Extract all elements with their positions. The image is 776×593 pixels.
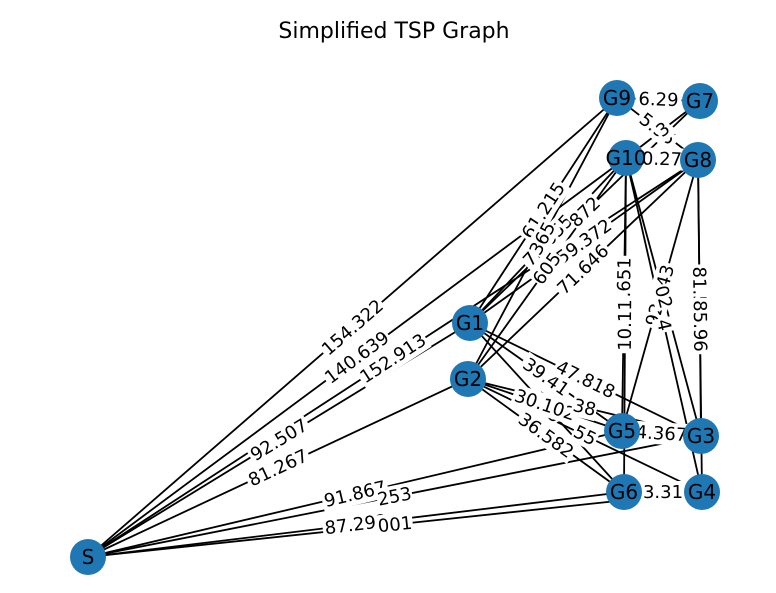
edge-weight-label: 4.367 [635,422,688,446]
edge-weight-label: 001 [377,513,413,538]
node-g1: G1 [452,305,488,341]
node-label: G9 [603,86,631,110]
edge-label-background [569,393,600,422]
edge-label-group: 3.31 [640,481,686,503]
edge-weight-label: 10.11 [615,299,636,351]
edge-weight-label: 6.29 [638,89,679,111]
edge-label-background [550,354,621,405]
chart-title: Simplified TSP Graph [278,19,509,44]
node-circle [608,140,644,176]
node-circle [70,539,106,575]
edge-label-background [613,296,637,354]
edge-label-background [651,315,677,335]
edge-label-group: 6.29 [635,87,682,112]
edge-label-group: 4 [651,315,677,335]
edge-label-group: 001 [376,511,414,538]
edge-label-background [649,282,678,312]
edge-label-background [632,420,691,447]
edge-weight-label: 85.96 [689,300,711,352]
node-s: S [70,539,106,575]
node-label: G3 [687,424,715,448]
edge-label-background [650,116,676,143]
edge-label-background [551,238,615,301]
edge-label-background [568,420,602,451]
node-label: G1 [456,311,484,335]
edge-label-background [316,293,389,362]
nodes-layer: S G1 G2 G3 G4 G5 G6 G7 G8 G9 G10 [70,80,720,575]
node-label: G4 [688,480,716,504]
edge-label-background [354,328,432,389]
node-g5: G5 [604,413,640,449]
node-g6: G6 [606,474,642,510]
node-g10: G10 [606,140,647,176]
edge-label-background [512,406,580,465]
edge-label-background [374,482,415,511]
node-label: S [82,545,95,569]
edge-label-background [635,87,682,112]
edge-label-background [640,481,686,503]
node-g8: G8 [680,142,716,178]
edge-weight-label: 4 [652,317,675,333]
edge-label-background [516,351,576,403]
edge-label-background [638,147,686,171]
node-g4: G4 [684,474,720,510]
node-g2: G2 [450,361,486,397]
edge-label-background [524,217,561,260]
node-circle [450,361,486,397]
edge-weight-label: 3.31 [643,482,683,503]
edge-label-background [527,247,567,290]
edge-label-background [319,475,391,513]
node-g3: G3 [683,418,719,454]
edge-label-group: 10.11 [613,296,637,354]
node-circle [682,83,718,119]
edge-label-background [515,176,572,245]
node-label: G5 [608,419,636,443]
edge-label-background [242,443,314,493]
node-circle [606,474,642,510]
edge-label-background [550,213,618,270]
node-label: G10 [606,146,647,170]
edge-label-group: 0.27 [638,147,686,171]
edge-label-background [321,509,391,540]
node-g7: G7 [682,83,718,119]
edge-label-background [509,383,581,427]
edge-label-background [688,297,712,355]
node-circle [599,80,635,116]
edge-label-background [319,325,395,390]
node-circle [452,305,488,341]
node-circle [680,142,716,178]
edge-label-group: 85.96 [688,297,712,355]
node-label: G8 [684,148,712,172]
edge-label-background [376,511,414,538]
node-label: G2 [454,367,482,391]
node-g9: G9 [599,80,635,116]
node-circle [684,474,720,510]
edge-label-group: 4.367 [632,420,691,447]
node-circle [604,413,640,449]
node-label: G6 [610,480,638,504]
node-label: G7 [686,89,714,113]
edge-weight-label: 0.27 [642,148,683,170]
node-circle [683,418,719,454]
edge-label-background [564,191,606,233]
edge-label-background [244,413,314,467]
